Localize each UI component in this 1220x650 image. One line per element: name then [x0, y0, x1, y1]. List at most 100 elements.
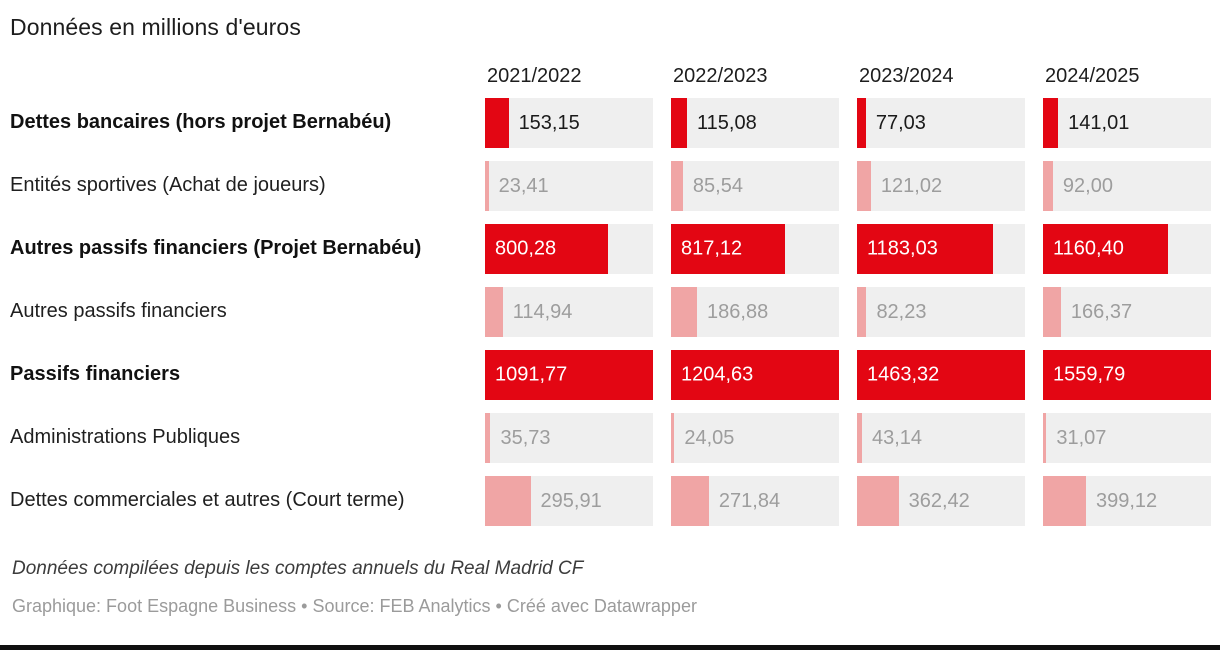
bar — [1043, 224, 1168, 274]
bar-cell: 121,02 — [857, 161, 1025, 211]
source-note: Données compilées depuis les comptes ann… — [12, 558, 584, 579]
bar-cell: 800,28 — [485, 224, 653, 274]
bar-cell: 115,08 — [671, 98, 839, 148]
column-header-2021-2022: 2021/2022 — [487, 65, 582, 87]
chart-row-4: Passifs financiers 1091,77 1204,63 1463,32 1… — [10, 350, 1211, 400]
bar-cell: 141,01 — [1043, 98, 1211, 148]
bar-value: 141,01 — [1068, 111, 1130, 134]
bar-value: 92,00 — [1062, 174, 1113, 197]
bar-cell: 31,07 — [1043, 413, 1211, 463]
bar — [671, 98, 688, 148]
row-label: Passifs financiers — [10, 363, 181, 386]
bar-value: 114,94 — [512, 300, 573, 323]
bar-value: 1463,32 — [867, 363, 940, 386]
bar-cell: 1559,79 — [1043, 350, 1211, 400]
column-header-2022-2023: 2022/2023 — [673, 65, 768, 87]
bar-value: 186,88 — [707, 300, 769, 323]
bar-value: 43,14 — [871, 426, 923, 449]
bar — [671, 287, 698, 337]
bar-value: 362,42 — [908, 489, 970, 512]
bar-value: 23,41 — [498, 174, 549, 197]
bar-cell: 1463,32 — [857, 350, 1025, 400]
bar-cell: 166,37 — [1043, 287, 1211, 337]
bar — [857, 476, 899, 526]
bar — [671, 476, 709, 526]
bar — [857, 287, 867, 337]
chart-row-5: Administrations Publiques 35,73 24,05 43,14… — [10, 413, 1211, 463]
bar-cell: 23,41 — [485, 161, 653, 211]
bottom-bar — [0, 645, 1220, 650]
bar — [857, 98, 866, 148]
bar — [857, 224, 993, 274]
bar-value: 31,07 — [1056, 426, 1107, 449]
bar — [1043, 98, 1059, 148]
chart-row-6: Dettes commerciales et autres (Court ter… — [10, 476, 1211, 526]
chart-grid: 2021/2022 2022/2023 2023/2024 2024/2025 Dett… — [10, 65, 1211, 526]
bar — [485, 224, 609, 274]
bar — [485, 287, 503, 337]
chart-row-0: Dettes bancaires (hors projet Bernabéu) 1… — [10, 98, 1211, 148]
bar — [485, 476, 531, 526]
row-label: Autres passifs financiers — [10, 300, 227, 323]
bar — [1043, 350, 1211, 400]
bar-cell: 817,12 — [671, 224, 839, 274]
bar-value: 121,02 — [880, 174, 943, 197]
bar-value: 1160,40 — [1053, 237, 1124, 260]
bar-value: 24,05 — [684, 426, 735, 449]
bar-cell: 186,88 — [671, 287, 839, 337]
bar-value: 115,08 — [697, 111, 757, 134]
bar — [857, 350, 1025, 400]
bar-cell: 43,14 — [857, 413, 1025, 463]
bar-cell: 399,12 — [1043, 476, 1211, 526]
bar — [1043, 476, 1086, 526]
bar-cell: 153,15 — [485, 98, 653, 148]
bar-value: 82,23 — [876, 300, 927, 323]
bar — [485, 161, 489, 211]
row-label: Administrations Publiques — [10, 426, 241, 449]
bar-value: 800,28 — [495, 237, 557, 260]
bar-cell: 24,05 — [671, 413, 839, 463]
row-label: Autres passifs financiers (Projet Bernab… — [10, 237, 422, 260]
bar-cell: 271,84 — [671, 476, 839, 526]
bar-cell: 1091,77 — [485, 350, 653, 400]
bar-cell: 85,54 — [671, 161, 839, 211]
bar-cell: 82,23 — [857, 287, 1025, 337]
bar-cell: 362,42 — [857, 476, 1025, 526]
bar-value: 295,91 — [540, 489, 602, 512]
chart-row-3: Autres passifs financiers 114,94 186,88 82,… — [10, 287, 1211, 337]
row-label: Dettes commerciales et autres (Court ter… — [10, 489, 405, 512]
chart-row-1: Entités sportives (Achat de joueurs) 23,4… — [10, 161, 1211, 211]
bar-value: 1204,63 — [681, 363, 754, 386]
bar-value: 85,54 — [692, 174, 743, 197]
bar — [1043, 413, 1047, 463]
bar-cell: 295,91 — [485, 476, 653, 526]
bar — [671, 224, 785, 274]
bar — [1043, 161, 1053, 211]
chart-title: Données en millions d'euros — [10, 14, 301, 40]
bar-value: 817,12 — [681, 237, 743, 260]
bar-cell: 114,94 — [485, 287, 653, 337]
bar-value: 1183,03 — [867, 237, 938, 260]
bar-cell: 92,00 — [1043, 161, 1211, 211]
bar-cell: 1204,63 — [671, 350, 839, 400]
column-header-row: 2021/2022 2022/2023 2023/2024 2024/2025 — [10, 65, 1210, 88]
bar-cell: 35,73 — [485, 413, 653, 463]
bar — [671, 161, 683, 211]
column-header-2023-2024: 2023/2024 — [859, 65, 954, 87]
bar — [857, 161, 871, 211]
bar-value: 35,73 — [500, 426, 551, 449]
row-label: Entités sportives (Achat de joueurs) — [10, 174, 326, 197]
byline: Graphique: Foot Espagne Business • Sourc… — [12, 596, 697, 616]
bar — [671, 350, 839, 400]
bar-cell: 1183,03 — [857, 224, 1025, 274]
bar-value: 271,84 — [718, 489, 781, 512]
bar-cell: 1160,40 — [1043, 224, 1211, 274]
bar-value: 1091,77 — [495, 363, 568, 386]
bar — [485, 413, 491, 463]
bar — [671, 413, 675, 463]
bar — [857, 413, 862, 463]
row-label: Dettes bancaires (hors projet Bernabéu) — [10, 111, 392, 134]
chart-row-2: Autres passifs financiers (Projet Bernab… — [10, 224, 1211, 274]
bar-cell: 77,03 — [857, 98, 1025, 148]
